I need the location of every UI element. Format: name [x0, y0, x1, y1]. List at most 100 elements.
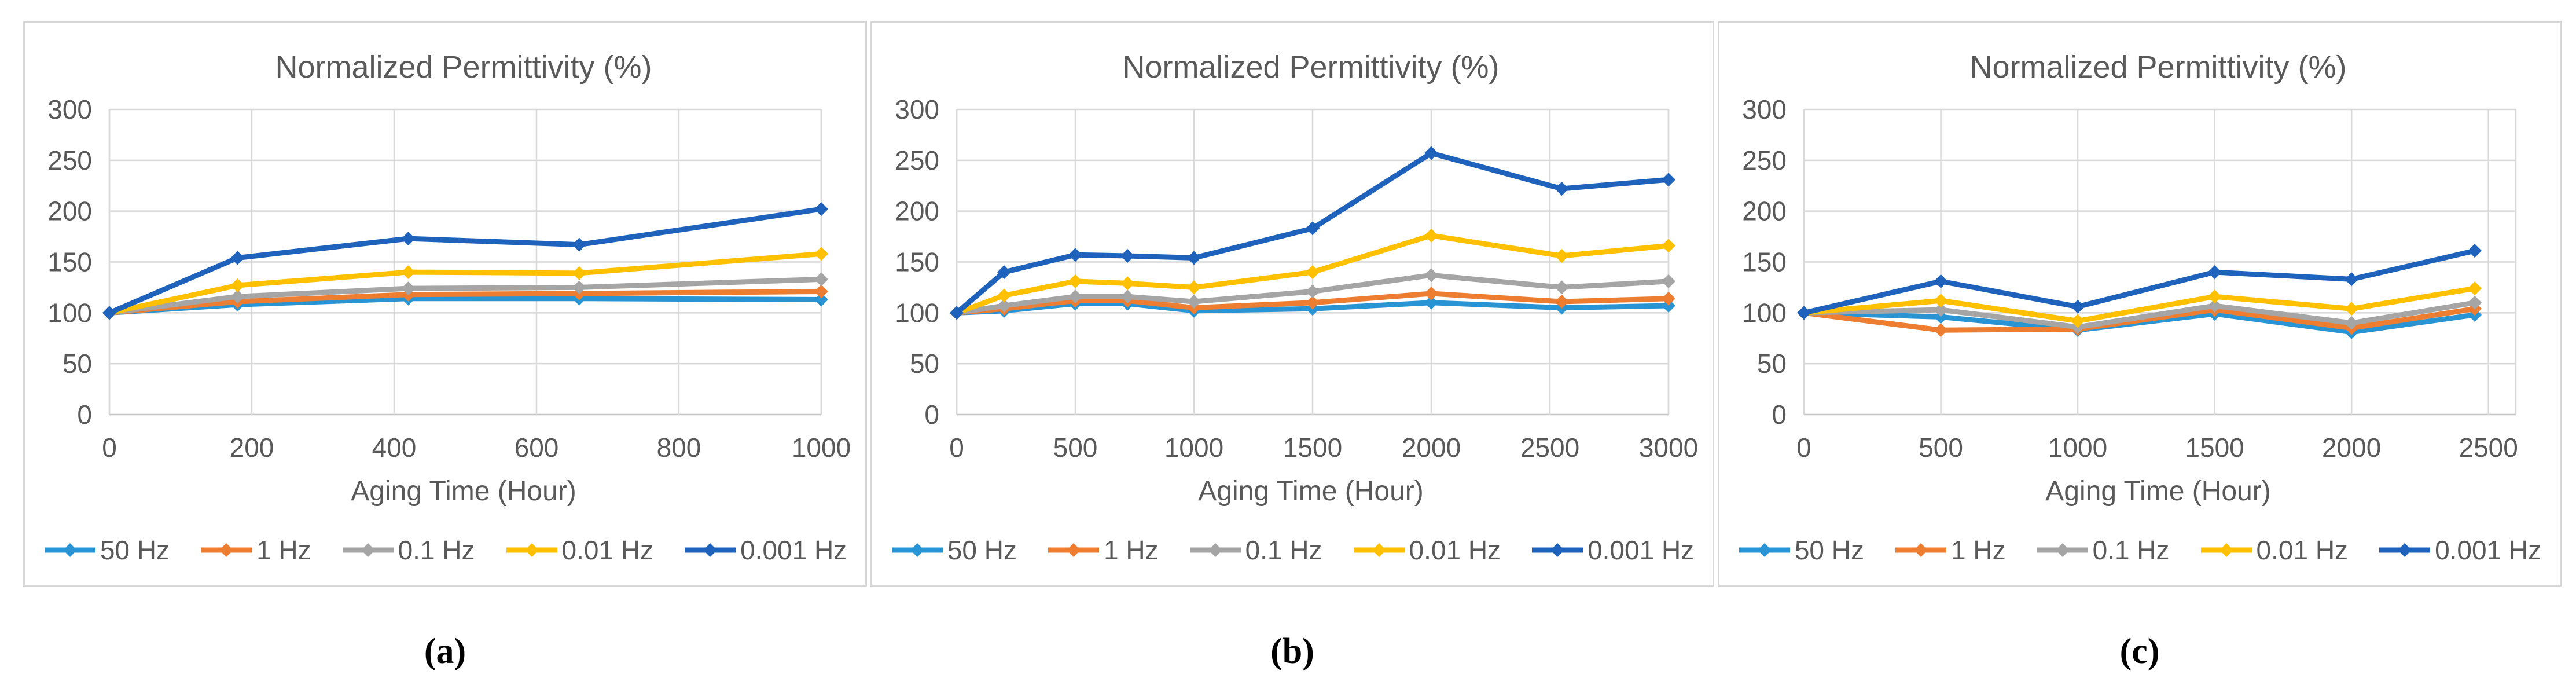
legend-line-marker-icon — [200, 543, 252, 557]
svg-text:200: 200 — [230, 433, 274, 463]
figure-label-b: (b) — [1270, 632, 1314, 671]
legend-line-marker-icon — [2037, 543, 2088, 557]
legend-line-marker-icon — [1739, 543, 1790, 557]
legend-item-50-hz: 50 Hz — [1738, 534, 1864, 566]
chart-title: Normalized Permittivity (%) — [1122, 50, 1500, 85]
legend-item-0-001-hz: 0.001 Hz — [683, 534, 847, 566]
svg-text:2000: 2000 — [2322, 433, 2381, 463]
chart-legend: 50 Hz 1 Hz 0.1 Hz 0.01 Hz 0.001 Hz — [31, 534, 859, 566]
legend-label: 0.001 Hz — [1588, 535, 1695, 565]
svg-text:200: 200 — [47, 196, 92, 226]
svg-text:1000: 1000 — [2048, 433, 2107, 463]
legend-label: 0.1 Hz — [398, 535, 475, 565]
legend-item-1-hz: 1 Hz — [1047, 534, 1159, 566]
x-axis-title: Aging Time (Hour) — [1198, 476, 1424, 507]
svg-text:1500: 1500 — [2185, 433, 2244, 463]
legend-line-marker-icon — [1048, 543, 1099, 557]
legend-item-0-1-hz: 0.1 Hz — [1189, 534, 1322, 566]
legend-label: 0.01 Hz — [2256, 535, 2349, 565]
svg-text:2500: 2500 — [2459, 433, 2518, 463]
svg-text:0: 0 — [949, 433, 964, 463]
legend-line-marker-icon — [1895, 543, 1946, 557]
svg-text:250: 250 — [895, 145, 939, 175]
legend-item-0-1-hz: 0.1 Hz — [341, 534, 475, 566]
svg-text:500: 500 — [1053, 433, 1098, 463]
svg-text:300: 300 — [1742, 94, 1787, 124]
legend-item-0-001-hz: 0.001 Hz — [1531, 534, 1694, 566]
svg-text:0: 0 — [924, 400, 939, 430]
legend-label: 0.001 Hz — [2435, 535, 2542, 565]
svg-text:200: 200 — [895, 196, 939, 226]
legend-item-0-01-hz: 0.01 Hz — [2200, 534, 2349, 566]
svg-text:50: 50 — [1757, 349, 1787, 379]
legend-label: 0.001 Hz — [740, 535, 847, 565]
svg-text:250: 250 — [1742, 145, 1787, 175]
svg-text:1000: 1000 — [792, 433, 851, 463]
svg-text:800: 800 — [657, 433, 701, 463]
legend-line-marker-icon — [685, 543, 736, 557]
svg-text:400: 400 — [372, 433, 417, 463]
legend-line-marker-icon — [44, 543, 95, 557]
svg-text:150: 150 — [1742, 247, 1787, 277]
svg-text:200: 200 — [1742, 196, 1787, 226]
svg-text:0: 0 — [1772, 400, 1787, 430]
plot-area-svg: 0 50 100 150 200 250 300 0 500 1000 1500 2000 2500 — [1742, 94, 2518, 463]
legend-item-1-hz: 1 Hz — [1894, 534, 2006, 566]
legend-line-marker-icon — [1189, 543, 1241, 557]
figure-label-a: (a) — [424, 632, 466, 671]
svg-text:0: 0 — [77, 400, 92, 430]
legend-label: 0.1 Hz — [1245, 535, 1322, 565]
legend-line-marker-icon — [342, 543, 394, 557]
legend-label: 1 Hz — [1950, 535, 2006, 565]
svg-text:0: 0 — [1796, 433, 1811, 463]
legend-item-50-hz: 50 Hz — [891, 534, 1017, 566]
svg-text:1500: 1500 — [1283, 433, 1342, 463]
svg-text:250: 250 — [47, 145, 92, 175]
svg-text:150: 150 — [895, 247, 939, 277]
svg-text:100: 100 — [895, 298, 939, 328]
svg-text:300: 300 — [47, 94, 92, 124]
svg-text:50: 50 — [910, 349, 939, 379]
plot-area-svg: 0 50 100 150 200 250 300 0 200 400 600 800 1000 — [47, 94, 851, 463]
legend-label: 50 Hz — [1794, 535, 1864, 565]
x-axis-title: Aging Time (Hour) — [2045, 476, 2271, 507]
legend-line-marker-icon — [1353, 543, 1405, 557]
chart-panel-a: 0 50 100 150 200 250 300 0 200 400 600 800 1000 Norm… — [23, 21, 867, 587]
chart-title: Normalized Permittivity (%) — [275, 50, 652, 85]
legend-item-1-hz: 1 Hz — [200, 534, 311, 566]
svg-text:300: 300 — [895, 94, 939, 124]
legend-line-marker-icon — [1532, 543, 1583, 557]
legend-line-marker-icon — [2200, 543, 2252, 557]
chart-legend: 50 Hz 1 Hz 0.1 Hz 0.01 Hz 0.001 Hz — [1725, 534, 2554, 566]
legend-label: 1 Hz — [1103, 535, 1159, 565]
svg-text:600: 600 — [515, 433, 559, 463]
svg-text:150: 150 — [47, 247, 92, 277]
legend-label: 50 Hz — [947, 535, 1017, 565]
legend-line-marker-icon — [891, 543, 943, 557]
chart-panel-b: 0 50 100 150 200 250 300 0 500 1000 1500 2000 2500 30… — [870, 21, 1714, 587]
x-axis-title: Aging Time (Hour) — [351, 476, 576, 507]
legend-item-0-01-hz: 0.01 Hz — [1353, 534, 1501, 566]
figure-label-c: (c) — [2119, 632, 2160, 671]
legend-item-0-001-hz: 0.001 Hz — [2378, 534, 2541, 566]
legend-item-0-01-hz: 0.01 Hz — [505, 534, 654, 566]
chart-title: Normalized Permittivity (%) — [1969, 50, 2347, 85]
svg-text:2000: 2000 — [1402, 433, 1461, 463]
svg-text:0: 0 — [102, 433, 117, 463]
chart-legend: 50 Hz 1 Hz 0.1 Hz 0.01 Hz 0.001 Hz — [878, 534, 1707, 566]
svg-text:2500: 2500 — [1520, 433, 1579, 463]
legend-line-marker-icon — [506, 543, 557, 557]
svg-text:50: 50 — [63, 349, 92, 379]
legend-label: 1 Hz — [256, 535, 311, 565]
legend-item-50-hz: 50 Hz — [43, 534, 170, 566]
legend-label: 0.01 Hz — [561, 535, 654, 565]
svg-text:500: 500 — [1919, 433, 1963, 463]
legend-label: 0.01 Hz — [1409, 535, 1501, 565]
svg-text:100: 100 — [47, 298, 92, 328]
chart-panel-c: 0 50 100 150 200 250 300 0 500 1000 1500 2000 2500 N… — [1718, 21, 2562, 587]
svg-text:3000: 3000 — [1639, 433, 1698, 463]
svg-text:100: 100 — [1742, 298, 1787, 328]
legend-item-0-1-hz: 0.1 Hz — [2036, 534, 2170, 566]
svg-text:1000: 1000 — [1164, 433, 1223, 463]
